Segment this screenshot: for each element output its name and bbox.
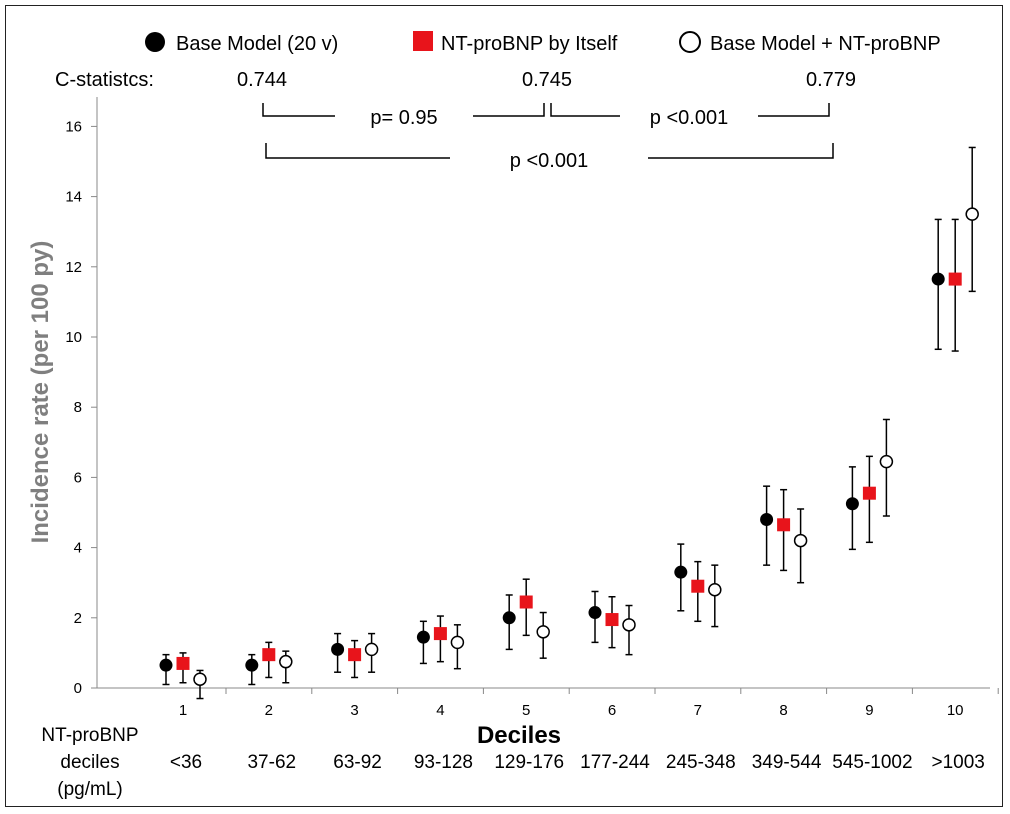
data-point [519, 595, 533, 609]
data-point [245, 658, 259, 672]
data-point [348, 648, 362, 662]
decile-range-label: 349-544 [752, 752, 822, 773]
x-tick-label: 8 [779, 702, 787, 719]
y-tick-label: 10 [65, 329, 82, 346]
decile-range-label: 177-244 [580, 752, 650, 773]
data-point [793, 533, 808, 548]
x-tick-label: 3 [350, 702, 358, 719]
decile-title-line-2: deciles [60, 752, 119, 773]
decile-range-label: >1003 [932, 752, 985, 773]
legend-marker-ntprobnp [413, 31, 433, 51]
y-axis-title: Incidence rate (per 100 py) [27, 241, 54, 544]
data-point [931, 272, 945, 286]
y-tick-label: 0 [74, 680, 82, 697]
x-tick-label: 4 [436, 702, 444, 719]
c-statistic-base: 0.744 [237, 69, 287, 91]
x-tick-label: 5 [522, 702, 530, 719]
bracket-2-right [758, 103, 830, 117]
c-statistic-combined: 0.779 [806, 69, 856, 91]
x-tick-label: 1 [179, 702, 187, 719]
data-point [193, 672, 207, 686]
x-tick-label: 2 [265, 702, 273, 719]
decile-range-label: 37-62 [247, 752, 296, 773]
data-point [331, 642, 345, 656]
y-tick-label: 8 [74, 399, 82, 416]
series-2 [176, 218, 962, 684]
data-point [433, 627, 447, 641]
data-point [674, 565, 688, 579]
decile-range-label: 93-128 [414, 752, 473, 773]
legend: Base Model (20 v) NT-proBNP by Itself Ba… [145, 31, 941, 55]
comparison-brackets [262, 103, 834, 159]
decile-title-line-3: (pg/mL) [57, 779, 122, 800]
decile-range-label: 245-348 [666, 752, 736, 773]
data-point [364, 642, 379, 657]
y-tick-label: 16 [65, 118, 82, 135]
x-tick-label: 7 [694, 702, 702, 719]
x-tick-label: 6 [608, 702, 616, 719]
figure-frame [5, 5, 1003, 807]
decile-ranges: <36 37-62 63-92 93-128 129-176 177-244 245-348… [170, 752, 985, 773]
c-statistics-label: C-statistcs: [55, 69, 154, 91]
series-3 [193, 146, 979, 700]
legend-marker-combined [679, 31, 701, 53]
y-ticks: 0 2 4 6 8 10 12 14 16 [65, 118, 97, 697]
decile-range-label: 63-92 [333, 752, 382, 773]
legend-label-combined: Base Model + NT-proBNP [710, 33, 941, 55]
bracket-3-right [648, 143, 834, 159]
bracket-3-left [265, 143, 450, 159]
legend-marker-base-model [145, 32, 165, 52]
x-axis-title: Deciles [477, 722, 561, 749]
c-statistics: C-statistcs: 0.744 0.745 0.779 [55, 69, 856, 91]
data-point [965, 207, 979, 221]
decile-range-label: 129-176 [494, 752, 564, 773]
legend-label-base-model: Base Model (20 v) [176, 33, 338, 55]
data-point [605, 613, 619, 627]
decile-range-label: <36 [170, 752, 202, 773]
x-tick-label: 10 [947, 702, 964, 719]
x-ticks: 1 2 3 4 5 6 7 8 9 10 [179, 688, 999, 719]
data-point [502, 611, 516, 625]
y-tick-label: 14 [65, 189, 82, 206]
data-point [176, 656, 190, 670]
c-statistic-ntprobnp: 0.745 [522, 69, 572, 91]
data-point [262, 648, 276, 662]
comparison-label-1: p= 0.95 [370, 107, 437, 129]
bracket-1-right [473, 103, 545, 117]
bracket-1-left [262, 103, 335, 117]
data-point [450, 635, 465, 650]
data-point [760, 513, 774, 527]
bracket-2-left [550, 103, 620, 117]
comparison-label-3: p <0.001 [510, 150, 588, 172]
data-point [279, 654, 293, 669]
series-1 [159, 218, 945, 686]
decile-range-title: NT-proBNP deciles (pg/mL) [41, 725, 138, 800]
data-point [845, 497, 859, 511]
data-point [588, 606, 602, 620]
y-tick-label: 2 [74, 610, 82, 627]
plot-area [159, 146, 979, 700]
data-point [879, 454, 894, 469]
legend-label-ntprobnp: NT-proBNP by Itself [441, 33, 618, 55]
y-tick-label: 6 [74, 469, 82, 486]
data-point [622, 618, 636, 632]
decile-range-label: 545-1002 [832, 752, 912, 773]
data-point [948, 272, 962, 286]
decile-title-line-1: NT-proBNP [41, 725, 138, 746]
comparison-label-2: p <0.001 [650, 107, 728, 129]
data-point [416, 630, 430, 644]
y-tick-label: 4 [74, 540, 82, 557]
data-point [159, 658, 173, 672]
data-point [691, 579, 705, 593]
data-point [777, 518, 791, 532]
data-point [708, 582, 722, 597]
data-point [536, 625, 550, 639]
x-tick-label: 9 [865, 702, 873, 719]
data-point [862, 486, 876, 500]
y-tick-label: 12 [65, 259, 82, 276]
